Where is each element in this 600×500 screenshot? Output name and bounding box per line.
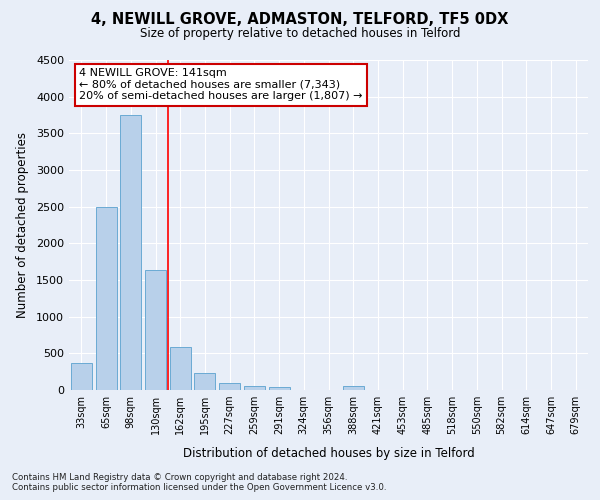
- Text: Size of property relative to detached houses in Telford: Size of property relative to detached ho…: [140, 28, 460, 40]
- Bar: [145, 270, 166, 390]
- Bar: [343, 386, 364, 390]
- Bar: [269, 387, 290, 390]
- Text: Contains public sector information licensed under the Open Government Licence v3: Contains public sector information licen…: [12, 484, 386, 492]
- Bar: [244, 386, 265, 390]
- Text: 4, NEWILL GROVE, ADMASTON, TELFORD, TF5 0DX: 4, NEWILL GROVE, ADMASTON, TELFORD, TF5 …: [91, 12, 509, 28]
- Bar: [194, 373, 215, 390]
- Bar: [71, 363, 92, 390]
- Bar: [95, 206, 116, 390]
- Bar: [170, 348, 191, 390]
- Text: Contains HM Land Registry data © Crown copyright and database right 2024.: Contains HM Land Registry data © Crown c…: [12, 472, 347, 482]
- Text: Distribution of detached houses by size in Telford: Distribution of detached houses by size …: [183, 448, 475, 460]
- Bar: [219, 382, 240, 390]
- Bar: [120, 115, 141, 390]
- Y-axis label: Number of detached properties: Number of detached properties: [16, 132, 29, 318]
- Text: 4 NEWILL GROVE: 141sqm
← 80% of detached houses are smaller (7,343)
20% of semi-: 4 NEWILL GROVE: 141sqm ← 80% of detached…: [79, 68, 363, 102]
